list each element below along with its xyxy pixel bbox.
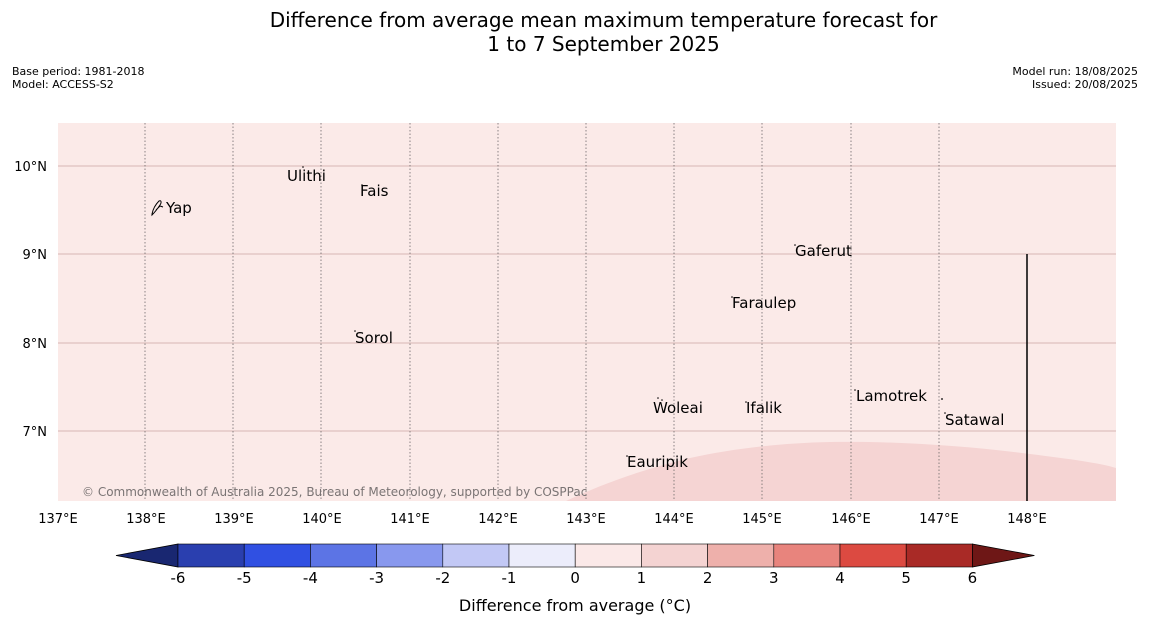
place-label-ifalik: Ifalik [746,399,782,417]
lon-label-146e: 146°E [831,512,871,527]
colorbar-segment [839,543,907,568]
lat-label-7n: 7°N [23,425,48,440]
copyright-text: © Commonwealth of Australia 2025, Bureau… [82,485,587,499]
colorbar-tick-label: 3 [769,569,779,587]
lon-label-145e: 145°E [742,512,782,527]
colorbar-segment [376,543,444,568]
lon-label-137e: 137°E [38,512,78,527]
colorbar [115,543,1035,568]
colorbar-segment [243,543,311,568]
place-label-woleai: Woleai [653,399,703,417]
fais-dot [361,184,363,186]
colorbar-tick-label: 4 [835,569,845,587]
ifalik-dot [745,401,747,403]
place-label-gaferut: Gaferut [795,242,852,260]
lon-label-144e: 144°E [654,512,694,527]
lon-label-139e: 139°E [214,512,254,527]
colorbar-segment [442,543,510,568]
place-label-satawal: Satawal [945,411,1004,429]
longitude-labels: 137°E 138°E 139°E 140°E 141°E 142°E 143°… [38,512,1047,527]
colorbar-tick-label: 1 [637,569,647,587]
lon-label-147e: 147°E [919,512,959,527]
longitude-gridlines [144,123,940,501]
map-title: Difference from average mean maximum tem… [0,8,1150,56]
place-label-eauripik: Eauripik [627,453,688,471]
colorbar-segment [905,543,973,568]
lat-label-9n: 9°N [23,248,48,263]
lon-label-143e: 143°E [566,512,606,527]
meta-left: Base period: 1981-2018 Model: ACCESS-S2 [12,65,144,91]
colorbar-tick-label: 6 [968,569,978,587]
satawal-dot [944,412,946,414]
colorbar-segment [773,543,841,568]
colorbar-tick-labels: -6 -5 -4 -3 -2 -1 0 1 2 3 4 5 6 [171,569,978,587]
place-labels: Yap Ulithi Fais Gaferut Faraulep Sorol L… [165,167,1004,471]
lon-label-141e: 141°E [390,512,430,527]
colorbar-tick-label: -2 [435,569,450,587]
lon-label-138e: 138°E [126,512,166,527]
colorbar-extend-low [115,543,179,568]
colorbar-tick-label: -5 [237,569,252,587]
place-label-lamotrek: Lamotrek [856,387,927,405]
issued-text: Issued: 20/08/2025 [1031,78,1138,91]
lon-label-142e: 142°E [478,512,518,527]
latitude-labels: 10°N 9°N 8°N 7°N [14,160,47,440]
colorbar-tick-label: -4 [303,569,318,587]
base-period-text: Base period: 1981-2018 [12,65,145,78]
colorbar-tick-label: 2 [703,569,713,587]
lamotrek-dot [854,389,856,391]
lat-label-8n: 8°N [23,337,48,352]
yap-island-shape [151,200,164,217]
model-run-text: Model run: 18/08/2025 [1012,65,1138,78]
colorbar-tick-label: -3 [369,569,384,587]
colorbar-segment [574,543,642,568]
colorbar-tick-label: 5 [901,569,911,587]
colorbar-tick-label: 0 [570,569,580,587]
faraulep-dot [731,296,733,298]
meta-right: Model run: 18/08/2025 Issued: 20/08/2025 [1012,65,1138,91]
place-label-yap: Yap [165,199,192,217]
lon-label-140e: 140°E [302,512,342,527]
gaferut-dot [794,244,796,246]
sorol-dot [354,330,356,332]
colorbar-title: Difference from average (°C) [458,596,692,615]
map-panel [58,123,1116,501]
place-label-ulithi: Ulithi [287,167,326,185]
colorbar-segment [641,543,708,568]
elato-dot [941,398,943,400]
title-line-1: Difference from average mean maximum tem… [269,8,938,32]
anomaly-region-1-to-2 [566,441,1116,501]
place-label-sorol: Sorol [355,329,393,347]
lon-label-148e: 148°E [1007,512,1047,527]
colorbar-segment [707,543,775,568]
woleai-dot-2 [661,399,663,401]
colorbar-tick-label: -6 [171,569,186,587]
colorbar-tick-label: -1 [502,569,517,587]
colorbar-segment [508,543,576,568]
model-text: Model: ACCESS-S2 [12,78,114,91]
place-label-faraulep: Faraulep [732,294,796,312]
colorbar-segment [177,543,245,568]
ulithi-dot [302,166,304,168]
colorbar-extend-high [972,543,1035,568]
colorbar-segment [310,543,377,568]
lat-label-10n: 10°N [14,160,47,175]
place-label-fais: Fais [360,182,389,200]
latitude-gridlines [58,165,1116,432]
title-line-2: 1 to 7 September 2025 [487,32,720,56]
island-dots [302,166,946,457]
eauripik-dot [626,455,628,457]
woleai-dot [657,397,659,399]
